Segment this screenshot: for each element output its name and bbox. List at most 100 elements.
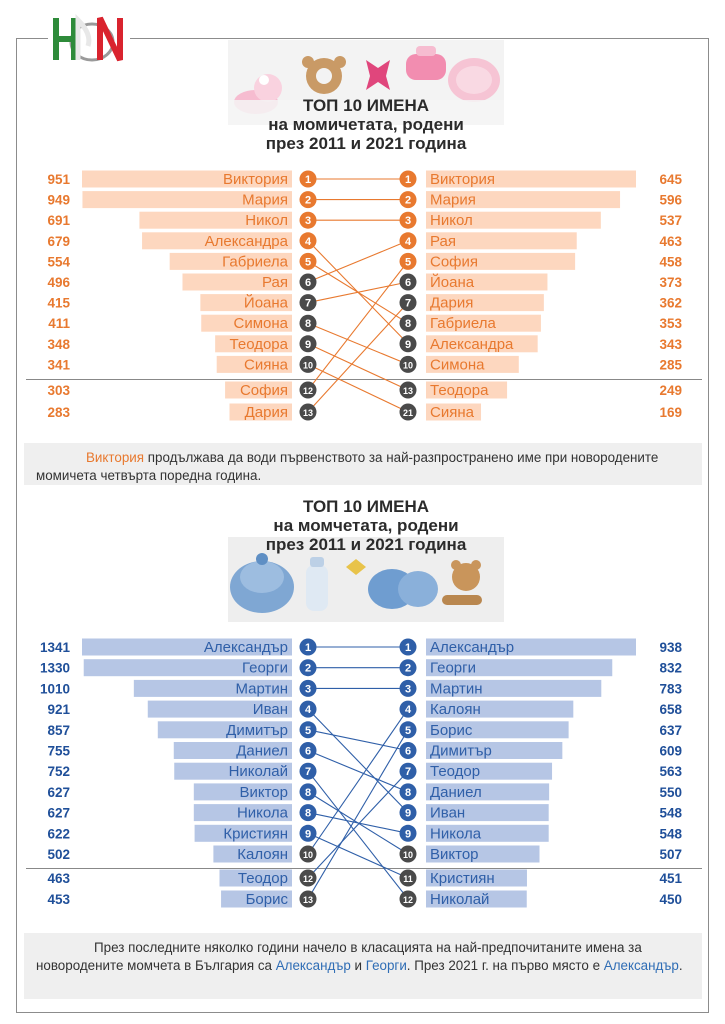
boys-link-борис xyxy=(307,729,409,900)
girls-bar-2021-йоана xyxy=(426,273,548,291)
boys-value-2011-кристиян: 622 xyxy=(47,826,70,841)
boys-rank-2021-даниел: 8 xyxy=(405,787,411,799)
boys-bar-2011-борис xyxy=(221,890,292,908)
boys-bar-2021-калоян xyxy=(426,700,574,718)
girls-bar-2011-мария xyxy=(82,191,292,209)
girls-title-line-2: на момичетата, родени xyxy=(268,115,464,134)
girls-rank-badge-2021-рая xyxy=(399,232,417,250)
boys-note-highlight-1: Александър xyxy=(275,958,351,973)
boys-title-line-3: през 2011 и 2021 година xyxy=(265,535,467,554)
boys-rank-2021-георги: 2 xyxy=(405,663,411,675)
boys-rank-2021-теодор: 7 xyxy=(405,766,411,778)
boys-value-2011-даниел: 755 xyxy=(47,744,70,759)
boys-value-2011-иван: 921 xyxy=(47,702,70,717)
boys-rank-badge-2011-мартин xyxy=(299,679,317,697)
girls-rank-2011-йоана: 7 xyxy=(305,298,311,310)
girls-bar-2021-симона xyxy=(426,355,519,373)
boys-label-2011-никола: Никола xyxy=(237,805,289,822)
boys-label-2021-теодор: Теодор xyxy=(430,763,480,780)
boys-label-2011-виктор: Виктор xyxy=(239,784,288,801)
boys-rank-badge-2021-кристиян xyxy=(399,869,417,887)
girls-value-2011-никол: 691 xyxy=(47,213,70,228)
boys-bar-2011-георги xyxy=(83,659,292,677)
boys-bar-2021-николай xyxy=(426,890,527,908)
boys-link-иван xyxy=(307,708,409,813)
boys-rank-badge-2011-иван xyxy=(299,700,317,718)
girls-bar-2021-дария xyxy=(426,294,544,312)
girls-baby-items-photo xyxy=(228,40,504,125)
boys-title-line-1: ТОП 10 ИМЕНА xyxy=(302,497,430,516)
boys-rank-2011-никола: 8 xyxy=(305,808,311,820)
girls-rank-badge-2021-симона xyxy=(399,355,417,373)
girls-rank-2011-сияна: 10 xyxy=(303,360,313,370)
girls-title-line-3: през 2011 и 2021 година xyxy=(265,134,467,153)
boys-label-2011-кристиян: Кристиян xyxy=(223,825,288,842)
girls-rank-badge-2011-габриела xyxy=(299,252,317,270)
boys-label-2011-калоян: Калоян xyxy=(237,846,288,863)
girls-bar-2021-теодора xyxy=(426,381,508,399)
boys-rank-badge-2021-александър xyxy=(399,638,417,656)
boys-rank-2011-кристиян: 9 xyxy=(305,828,311,840)
girls-bar-2011-софия xyxy=(225,381,292,399)
girls-label-2011-никол: Никол xyxy=(245,212,288,229)
boys-value-2021-кристиян: 451 xyxy=(659,871,682,886)
boys-label-2021-александър: Александър xyxy=(430,639,514,656)
boys-value-2011-георги: 1330 xyxy=(40,661,70,676)
boys-value-2021-борис: 637 xyxy=(659,723,682,738)
girls-rank-badge-2011-софия xyxy=(299,381,317,399)
girls-bar-2011-теодора xyxy=(215,335,292,353)
girls-value-2021-софия: 458 xyxy=(659,254,682,269)
girls-rank-badge-2021-мария xyxy=(399,191,417,209)
boys-rank-badge-2011-борис xyxy=(299,890,317,908)
boys-rank-badge-2021-калоян xyxy=(399,700,417,718)
girls-bar-2021-никол xyxy=(426,211,601,229)
boys-label-2021-георги: Георги xyxy=(430,660,476,677)
boys-bar-2011-даниел xyxy=(173,742,292,759)
boys-rank-2011-димитър: 5 xyxy=(305,725,311,737)
girls-rank-2021-мария: 2 xyxy=(405,195,411,207)
boys-rank-badge-2021-виктор xyxy=(399,845,417,863)
boys-rank-2011-виктор: 8 xyxy=(305,787,311,799)
boys-value-2021-виктор: 507 xyxy=(659,847,682,862)
boys-names-chart: Александър1341Георги1330Мартин1010Иван92… xyxy=(26,638,702,908)
girls-value-2011-сияна: 341 xyxy=(47,357,70,372)
girls-rank-badge-2011-йоана xyxy=(299,294,317,312)
boys-bar-2011-александър xyxy=(82,638,292,656)
boys-bar-2011-теодор xyxy=(219,869,292,887)
girls-value-2011-габриела: 554 xyxy=(47,254,70,269)
boys-bar-2021-александър xyxy=(426,638,636,656)
boys-rank-2011-мартин: 3 xyxy=(305,683,311,695)
girls-note-highlight: Виктория xyxy=(86,450,145,465)
boys-link-даниел xyxy=(307,749,409,793)
boys-bar-2021-димитър xyxy=(426,742,563,759)
boys-link-николай xyxy=(307,770,409,900)
boys-bar-2021-борис xyxy=(426,721,569,739)
boys-baby-items-photo xyxy=(228,537,504,622)
boys-bar-2021-георги xyxy=(426,659,613,677)
boys-label-2021-иван: Иван xyxy=(430,805,465,822)
boys-rank-2011-борис: 13 xyxy=(303,895,313,905)
girls-label-2021-софия: София xyxy=(430,253,478,270)
girls-rank-2021-виктория: 1 xyxy=(405,174,411,186)
girls-value-2011-симона: 411 xyxy=(48,316,70,331)
girls-bar-2021-александра xyxy=(426,335,538,353)
boys-label-2021-николай: Николай xyxy=(430,891,489,908)
girls-value-2011-рая: 496 xyxy=(47,275,70,290)
girls-value-2021-никол: 537 xyxy=(659,213,682,228)
boys-rank-badge-2011-димитър xyxy=(299,721,317,739)
girls-rank-2011-софия: 12 xyxy=(303,386,313,396)
girls-value-2021-сияна: 169 xyxy=(659,405,682,420)
boys-rank-badge-2021-борис xyxy=(399,721,417,739)
boys-value-2021-димитър: 609 xyxy=(659,744,682,759)
boys-bar-2021-теодор xyxy=(426,762,553,780)
girls-value-2011-александра: 679 xyxy=(47,234,70,249)
girls-link-симона xyxy=(307,322,409,365)
girls-value-2021-йоана: 373 xyxy=(659,275,682,290)
boys-rank-badge-2021-даниел xyxy=(399,783,417,801)
boys-rank-2011-георги: 2 xyxy=(305,663,311,675)
girls-link-теодора xyxy=(307,343,409,391)
boys-note-part-4: . xyxy=(678,958,683,973)
boys-rank-badge-2021-теодор xyxy=(399,762,417,780)
girls-rank-badge-2021-теодора xyxy=(399,381,417,399)
girls-rank-badge-2011-никол xyxy=(299,211,317,229)
